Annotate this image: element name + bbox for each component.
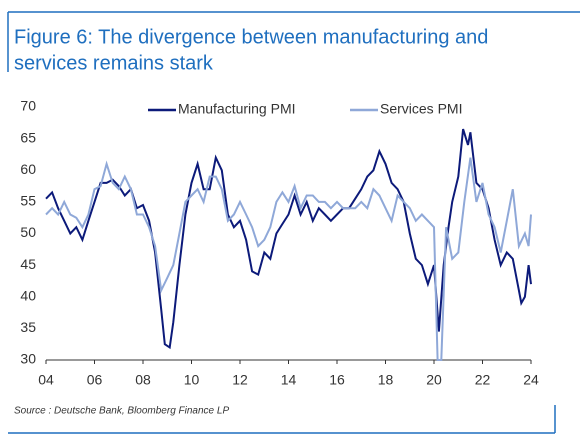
y-tick-label: 35 [20, 319, 36, 335]
y-tick-label: 45 [20, 256, 36, 272]
x-tick-label: 16 [329, 372, 345, 388]
y-tick-label: 65 [20, 129, 36, 145]
x-tick-label: 14 [281, 372, 297, 388]
x-tick-label: 08 [135, 372, 151, 388]
y-tick-label: 30 [20, 351, 36, 367]
chart-subtitle: services remains stark [14, 52, 214, 74]
series-line [45, 157, 532, 361]
y-tick-label: 50 [20, 224, 36, 240]
series-line [45, 128, 532, 350]
y-tick-label: 55 [20, 193, 36, 209]
x-tick-label: 06 [87, 372, 103, 388]
x-tick-label: 04 [38, 372, 54, 388]
legend-label: Services PMI [380, 101, 462, 117]
legend-label: Manufacturing PMI [178, 101, 296, 117]
x-tick-label: 10 [184, 372, 200, 388]
source-note: Source : Deutsche Bank, Bloomberg Financ… [14, 406, 229, 417]
chart-title: Figure 6: The divergence between manufac… [14, 26, 488, 48]
x-tick-label: 24 [523, 372, 539, 388]
x-tick-label: 20 [426, 372, 442, 388]
x-tick-label: 22 [475, 372, 491, 388]
y-tick-label: 60 [20, 161, 36, 177]
x-tick-label: 12 [232, 372, 248, 388]
y-tick-label: 70 [20, 98, 36, 114]
y-tick-label: 40 [20, 287, 36, 303]
x-tick-label: 18 [378, 372, 394, 388]
